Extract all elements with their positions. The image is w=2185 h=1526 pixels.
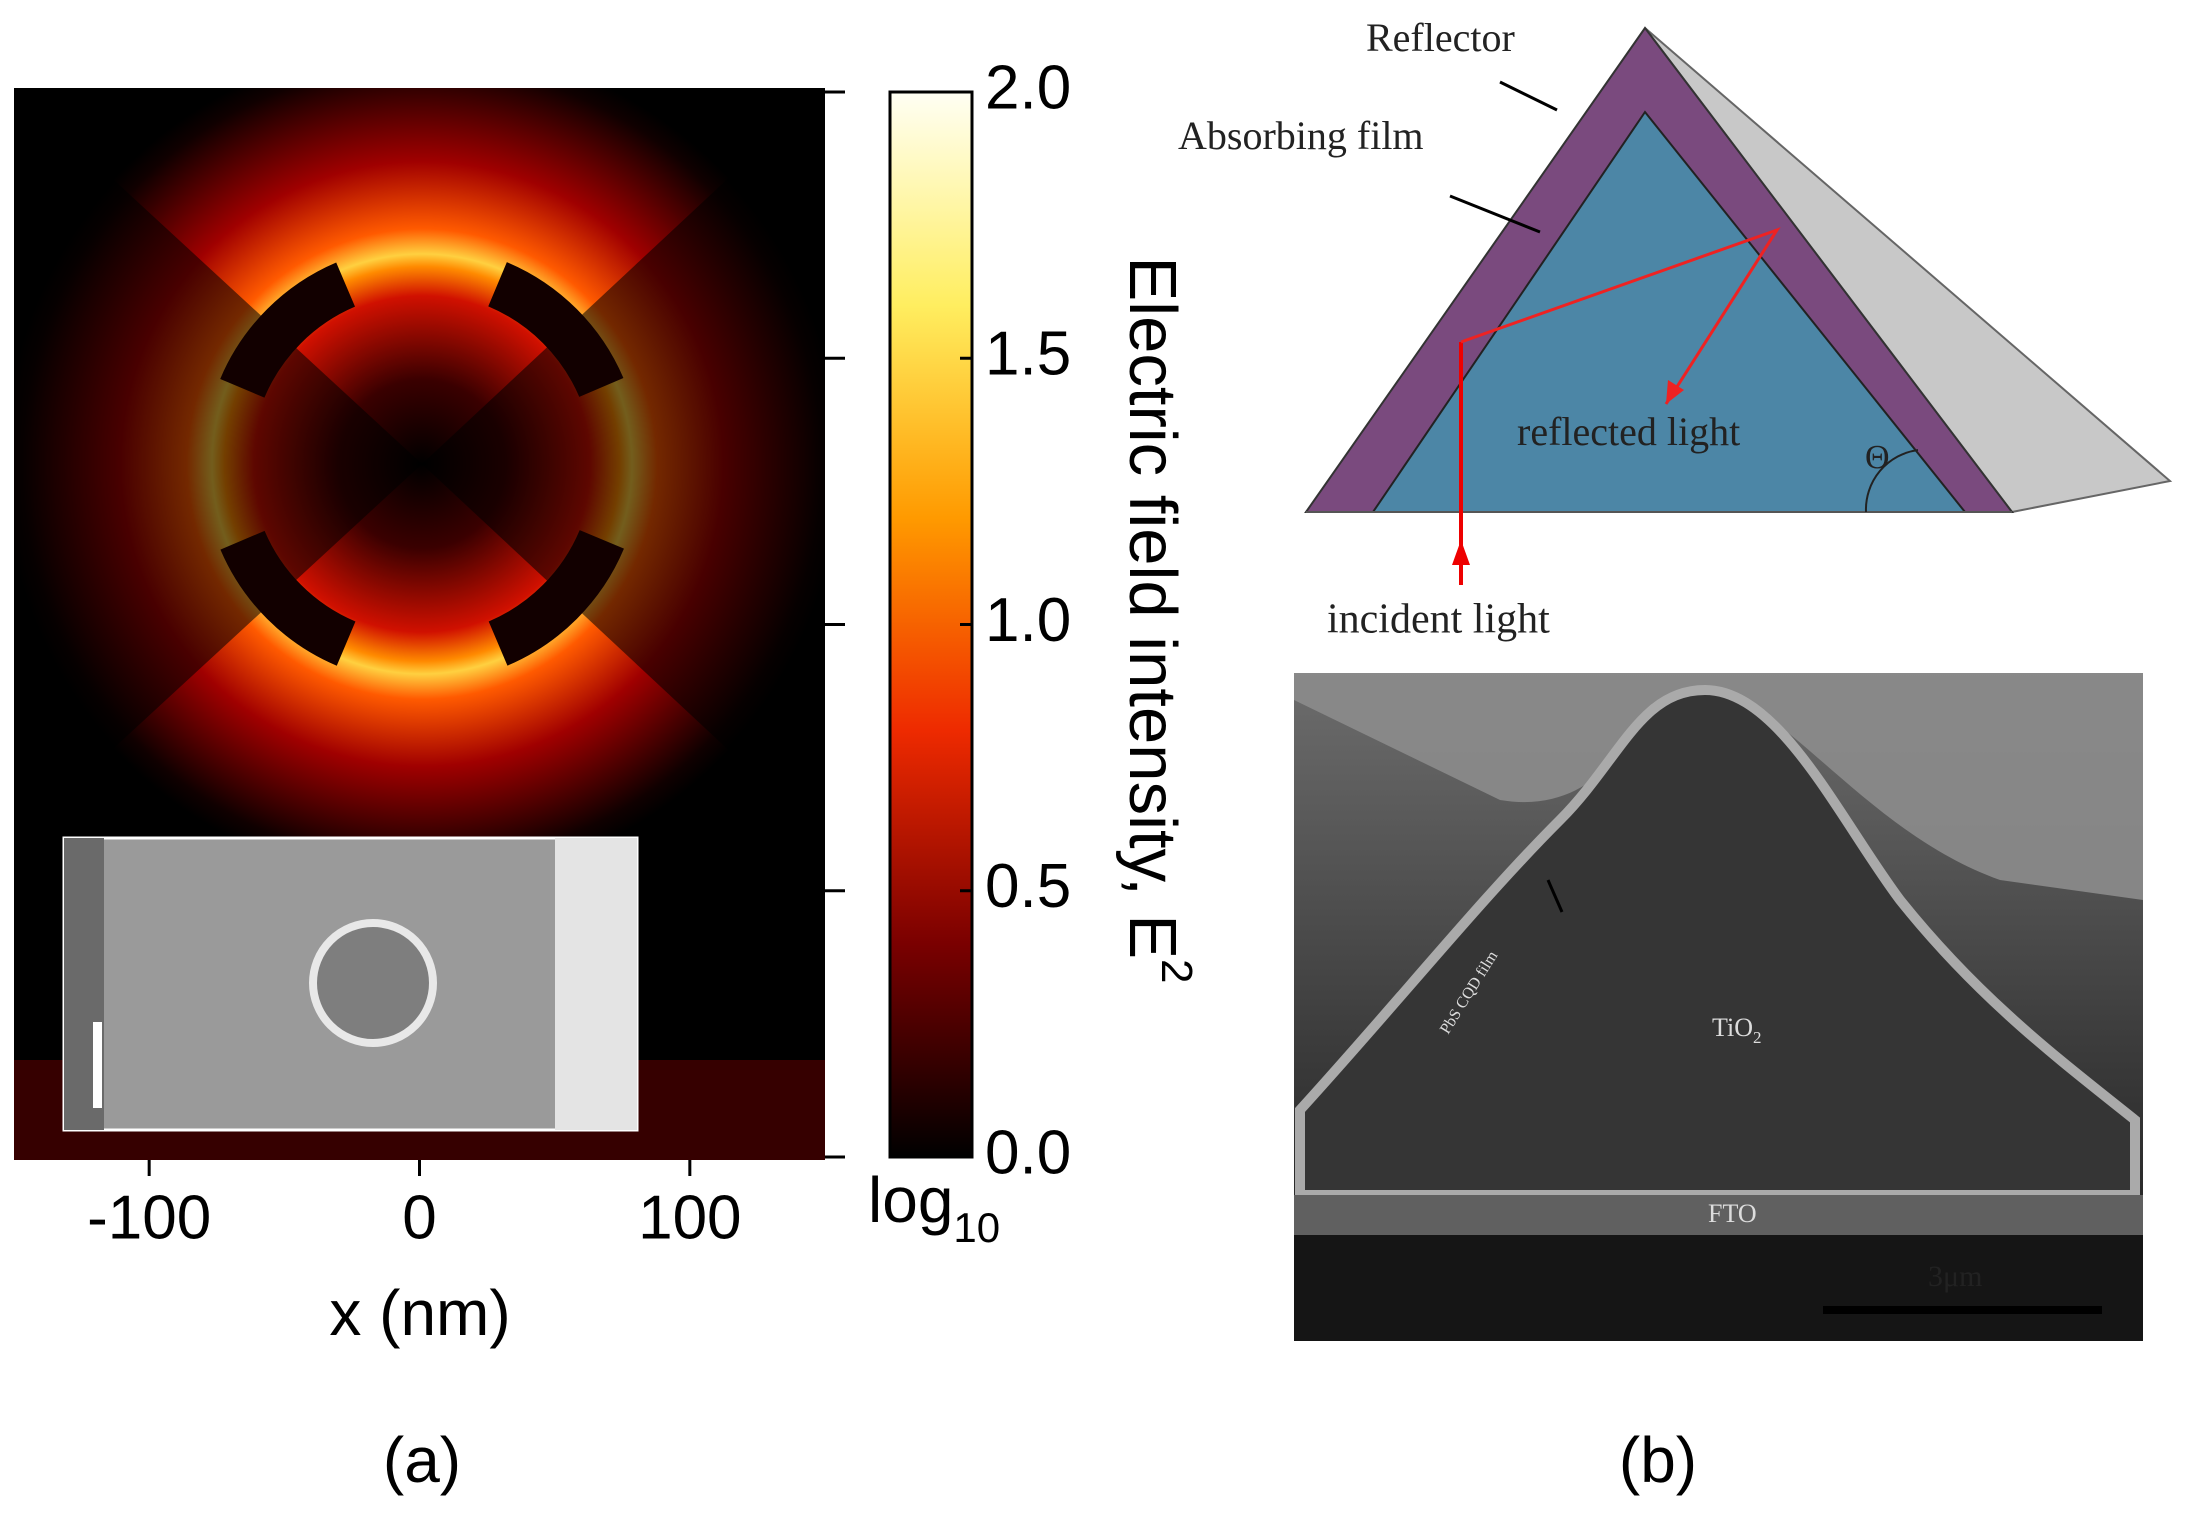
colorbar-label-text: Electric field intensity, E [1115,256,1190,959]
colorbar-tick-label: 1.5 [985,320,1071,389]
diagram-label: Reflector [1366,15,1515,60]
colorbar [888,90,974,1159]
sem-image [1294,673,2143,1341]
x-tick-label: -100 [87,1183,211,1252]
prism-diagram [1304,26,2173,585]
x-tick-label: 100 [638,1183,741,1252]
colorbar-label-sup: 2 [1152,959,1201,983]
colorbar-scale: log10 [868,1164,1000,1251]
diagram-label: Absorbing film [1178,113,1424,158]
caption-a: (a) [383,1424,461,1496]
diagram-label: incident light [1327,597,1550,643]
x-axis-label: x (nm) [329,1277,510,1349]
sem-label: TiO2 [1712,1013,1761,1047]
scale-text: log [868,1164,953,1236]
diagram-labels: Reflector Absorbing film reflected light Θi… [1178,15,1890,642]
caption-b: (b) [1619,1424,1697,1496]
inset-sem [62,836,639,1132]
colorbar-tick-label: 0.5 [985,852,1071,921]
colorbar-tick-label: 1.0 [985,586,1071,655]
scale-sub: 10 [953,1204,1000,1251]
sem-label: FTO [1708,1199,1757,1228]
colorbar-label: Electric field intensity, E2 [1115,256,1201,983]
sem-label: 3μm [1928,1260,1982,1293]
colorbar-tick-label: 2.0 [985,53,1071,122]
x-tick-label: 0 [402,1183,436,1252]
diagram-label: reflected light [1517,409,1740,454]
sem-label-text: TiO [1712,1013,1753,1042]
heatmap [14,88,825,1160]
colorbar-tick-label: 0.0 [985,1118,1071,1187]
diagram-label: Θ [1865,439,1890,476]
sem-label-sub: 2 [1753,1028,1762,1047]
